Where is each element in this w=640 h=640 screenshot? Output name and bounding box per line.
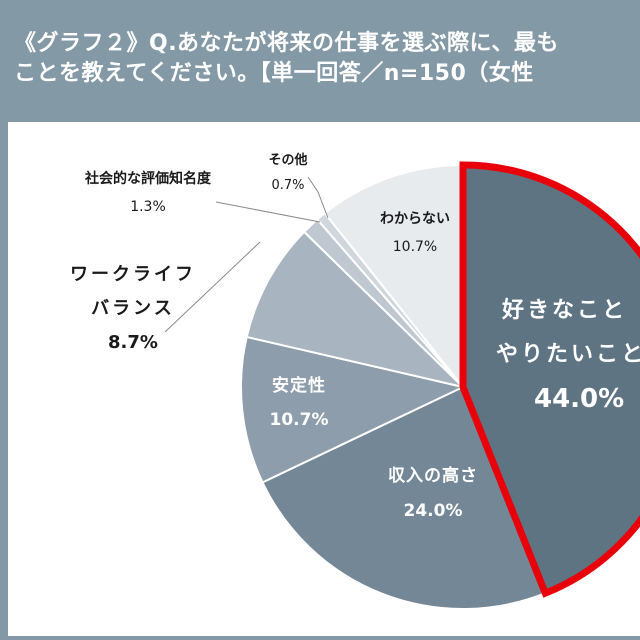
leader-line xyxy=(215,201,321,223)
pie-chart xyxy=(164,161,640,610)
leader-line xyxy=(307,176,329,219)
leader-line xyxy=(164,241,261,333)
label-unknown: わからない 10.7% xyxy=(380,211,450,255)
title-line-1: 《グラフ２》Q.あなたが将来の仕事を選ぶ際に、最も xyxy=(14,31,559,56)
highlight-outline xyxy=(459,161,640,598)
label-work-life-balance: ワークライフ バランス 8.7% xyxy=(70,264,196,353)
label-income: 収入の高さ 24.0% xyxy=(388,466,478,521)
label-like: 好きなこと やりたいこと 44.0% xyxy=(496,298,640,414)
pie-slice xyxy=(245,230,467,389)
pie-slice xyxy=(261,385,547,610)
label-stability: 安定性 10.7% xyxy=(269,376,329,430)
title-line-2: ことを教えてください。【単一回答／n=150（女性 xyxy=(14,61,534,86)
chart-panel: 好きなこと やりたいこと 44.0% 収入の高さ 24.0% 安定性 10.7%… xyxy=(8,122,640,636)
chart-header: 《グラフ２》Q.あなたが将来の仕事を選ぶ際に、最も ことを教えてください。【単一… xyxy=(0,0,640,122)
bottom-border xyxy=(0,636,640,640)
chart-title: 《グラフ２》Q.あなたが将来の仕事を選ぶ際に、最も ことを教えてください。【単一… xyxy=(14,29,559,89)
label-social: 社会的な評価知名度 1.3% xyxy=(85,171,211,215)
pie-slice xyxy=(240,335,467,484)
pie-slice xyxy=(323,163,464,390)
label-other: その他 0.7% xyxy=(268,153,308,193)
